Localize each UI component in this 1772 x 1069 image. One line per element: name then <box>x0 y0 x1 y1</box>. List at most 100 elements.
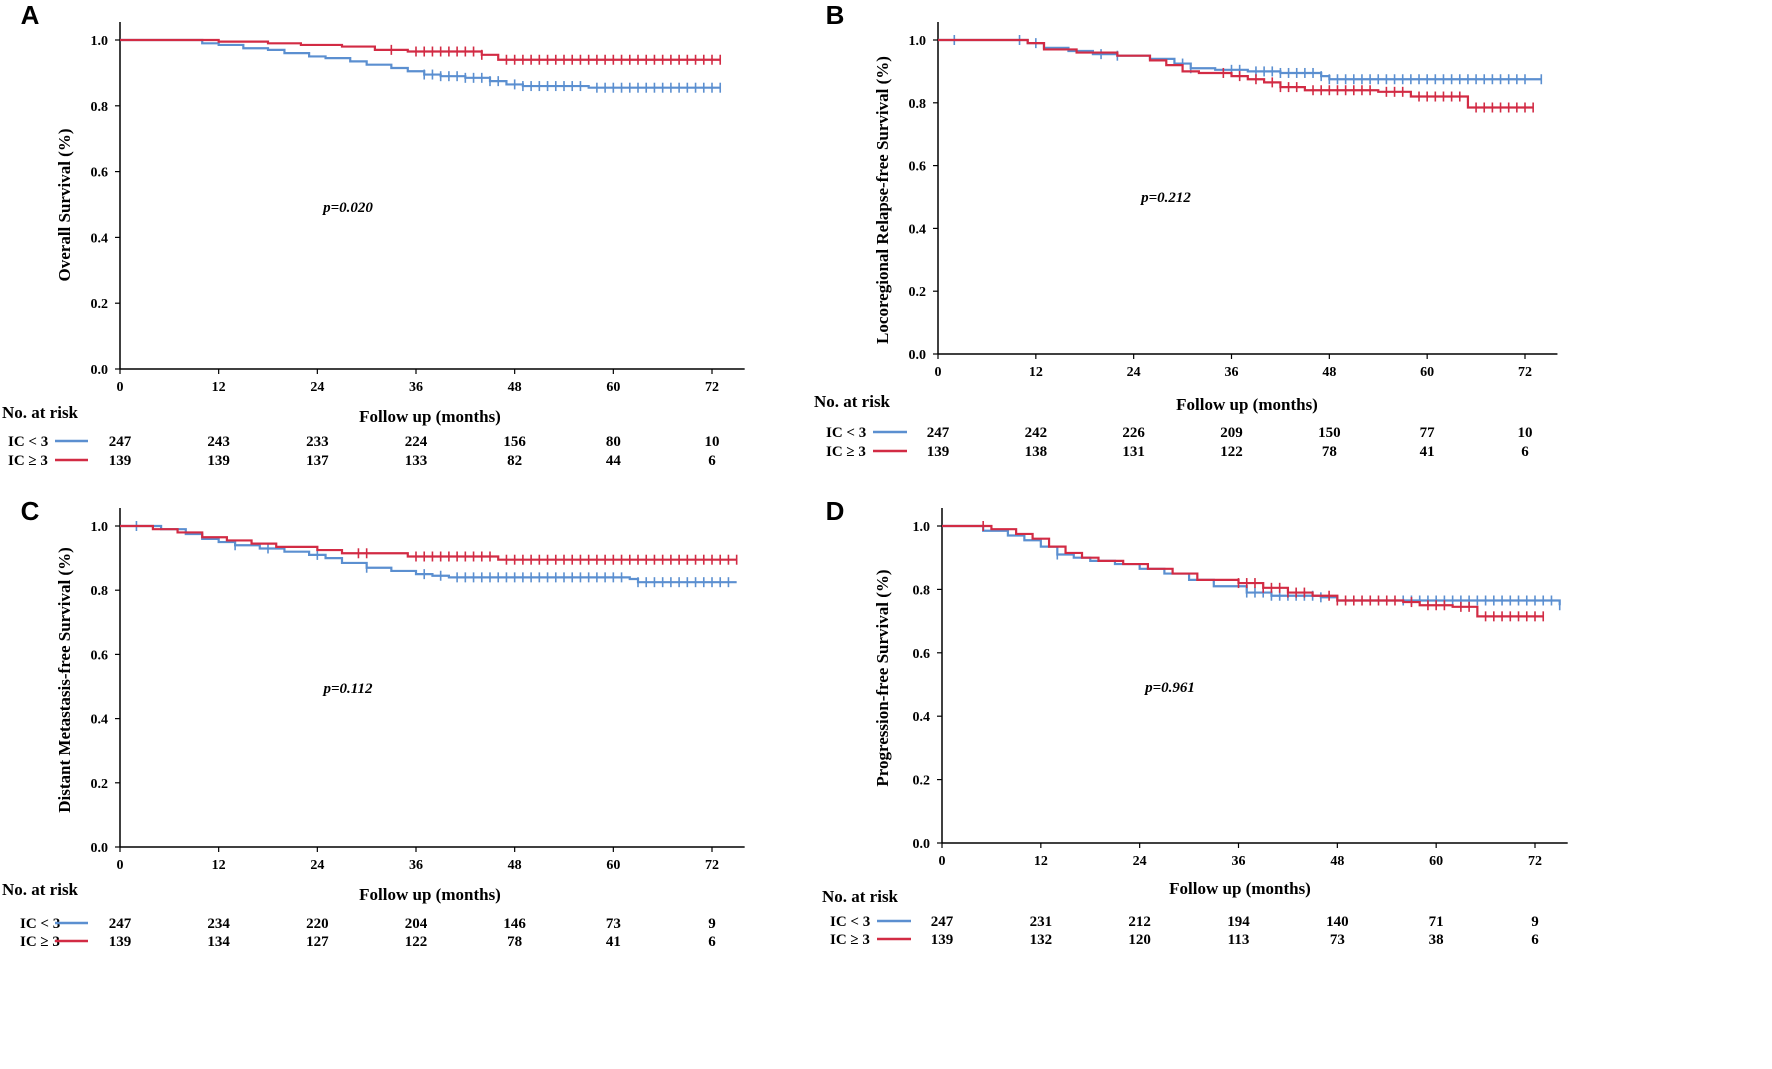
y-tick-label: 1.0 <box>909 34 927 49</box>
y-tick-label: 1.0 <box>91 34 109 49</box>
risk-count: 80 <box>606 434 621 450</box>
risk-count: 6 <box>1521 444 1529 460</box>
x-tick-label: 24 <box>310 380 324 395</box>
y-axis-title: Locoregional Relapse-free Survival (%) <box>873 56 892 344</box>
y-axis-title: Progression-free Survival (%) <box>873 569 892 786</box>
y-tick-label: 0.8 <box>909 97 927 112</box>
risk-count: 139 <box>207 453 230 469</box>
risk-count: 138 <box>1025 444 1048 460</box>
x-tick-label: 12 <box>212 380 226 395</box>
series-ic-lt3-curve <box>938 38 1542 81</box>
x-tick-label: 36 <box>409 858 423 873</box>
risk-count: 212 <box>1128 914 1151 930</box>
x-tick-label: 12 <box>1029 365 1043 380</box>
risk-row-ic-lt3-label: IC < 3 <box>8 434 48 450</box>
y-tick-label: 0.0 <box>913 837 931 852</box>
y-axis-title: Overall Survival (%) <box>55 129 74 282</box>
risk-count: 139 <box>109 934 132 950</box>
risk-count: 6 <box>708 934 716 950</box>
x-tick-label: 12 <box>212 858 226 873</box>
risk-row-ic-ge3-label: IC ≥ 3 <box>20 934 60 950</box>
risk-table-title: No. at risk <box>822 887 899 906</box>
risk-count: 134 <box>207 934 230 950</box>
risk-count: 231 <box>1030 914 1053 930</box>
risk-count: 247 <box>931 914 954 930</box>
risk-count: 41 <box>606 934 621 950</box>
risk-count: 146 <box>503 916 526 932</box>
risk-count: 247 <box>927 425 950 441</box>
y-tick-label: 0.2 <box>913 774 931 789</box>
risk-count: 41 <box>1420 444 1435 460</box>
y-tick-label: 0.6 <box>909 160 927 175</box>
x-axis-title: Follow up (months) <box>359 885 501 904</box>
panel-letter: B <box>826 0 845 30</box>
risk-count: 131 <box>1122 444 1145 460</box>
x-tick-label: 48 <box>508 380 522 395</box>
risk-count: 247 <box>109 434 132 450</box>
risk-count: 139 <box>931 932 954 948</box>
y-tick-label: 0.6 <box>913 647 931 662</box>
risk-row-ic-lt3-label: IC < 3 <box>20 916 60 932</box>
panel-b: B 0.0 0.2 0.4 0.6 0.8 1.0 0 12 24 36 48 60 72 Locoregi… <box>814 0 1558 460</box>
risk-count: 226 <box>1122 425 1145 441</box>
risk-count: 204 <box>405 916 428 932</box>
x-tick-label: 24 <box>310 858 324 873</box>
risk-count: 140 <box>1326 914 1349 930</box>
panel-letter: A <box>21 0 40 30</box>
series-ic-ge3-curve <box>120 38 721 61</box>
risk-count: 139 <box>927 444 950 460</box>
y-tick-label: 0.4 <box>91 231 109 246</box>
risk-count: 194 <box>1227 914 1250 930</box>
risk-row-ic-lt3-label: IC < 3 <box>830 914 870 930</box>
x-tick-label: 0 <box>117 380 124 395</box>
y-tick-label: 0.2 <box>909 285 927 300</box>
y-tick-label: 0.0 <box>909 348 927 363</box>
x-tick-label: 60 <box>1420 365 1434 380</box>
risk-table-title: No. at risk <box>2 403 79 422</box>
risk-count: 38 <box>1429 932 1444 948</box>
panel-a: A0.00.20.40.60.81.00 12 24 36 48 60 72Overall … <box>2 0 745 469</box>
risk-count: 10 <box>1518 425 1533 441</box>
x-tick-label: 48 <box>1330 854 1344 869</box>
risk-count: 10 <box>705 434 720 450</box>
y-tick-label: 0.8 <box>91 584 109 599</box>
risk-count: 113 <box>1228 932 1250 948</box>
risk-count: 243 <box>207 434 230 450</box>
y-tick-label: 0.4 <box>909 222 927 237</box>
risk-count: 122 <box>405 934 428 950</box>
series-ic-lt3-curve <box>120 38 721 89</box>
y-tick-label: 0.8 <box>913 583 931 598</box>
risk-count: 78 <box>507 934 522 950</box>
risk-count: 73 <box>606 916 621 932</box>
x-tick-label: 72 <box>705 858 719 873</box>
risk-count: 234 <box>207 916 230 932</box>
risk-count: 9 <box>708 916 716 932</box>
y-tick-label: 0.2 <box>91 777 109 792</box>
risk-count: 209 <box>1220 425 1243 441</box>
series-ic-ge3-curve <box>942 524 1544 618</box>
risk-count: 220 <box>306 916 329 932</box>
risk-count: 44 <box>606 453 622 469</box>
y-tick-label: 0.2 <box>91 297 109 312</box>
risk-count: 127 <box>306 934 329 950</box>
x-tick-label: 72 <box>1528 854 1542 869</box>
risk-count: 150 <box>1318 425 1341 441</box>
risk-count: 224 <box>405 434 428 450</box>
risk-count: 78 <box>1322 444 1337 460</box>
risk-count: 137 <box>306 453 329 469</box>
x-tick-label: 24 <box>1127 365 1141 380</box>
series-ic-ge3-curve <box>938 38 1534 109</box>
series-ic-lt3-curve <box>120 524 737 584</box>
risk-count: 122 <box>1220 444 1243 460</box>
p-value: p=0.212 <box>1139 190 1191 206</box>
y-tick-label: 0.8 <box>91 100 109 115</box>
y-tick-label: 1.0 <box>913 520 931 535</box>
panel-d: D 0.0 0.2 0.4 0.6 0.8 1.0 0 12 24 36 48 60 72 Progress… <box>822 496 1568 948</box>
risk-count: 247 <box>109 916 132 932</box>
series-ic-ge3-curve <box>120 524 737 561</box>
x-tick-label: 48 <box>1322 365 1336 380</box>
panel-c: C 0.0 0.2 0.4 0.6 0.8 1.0 0 12 24 36 48 60 72 Distant … <box>2 496 745 950</box>
risk-count: 133 <box>405 453 428 469</box>
risk-count: 71 <box>1429 914 1444 930</box>
